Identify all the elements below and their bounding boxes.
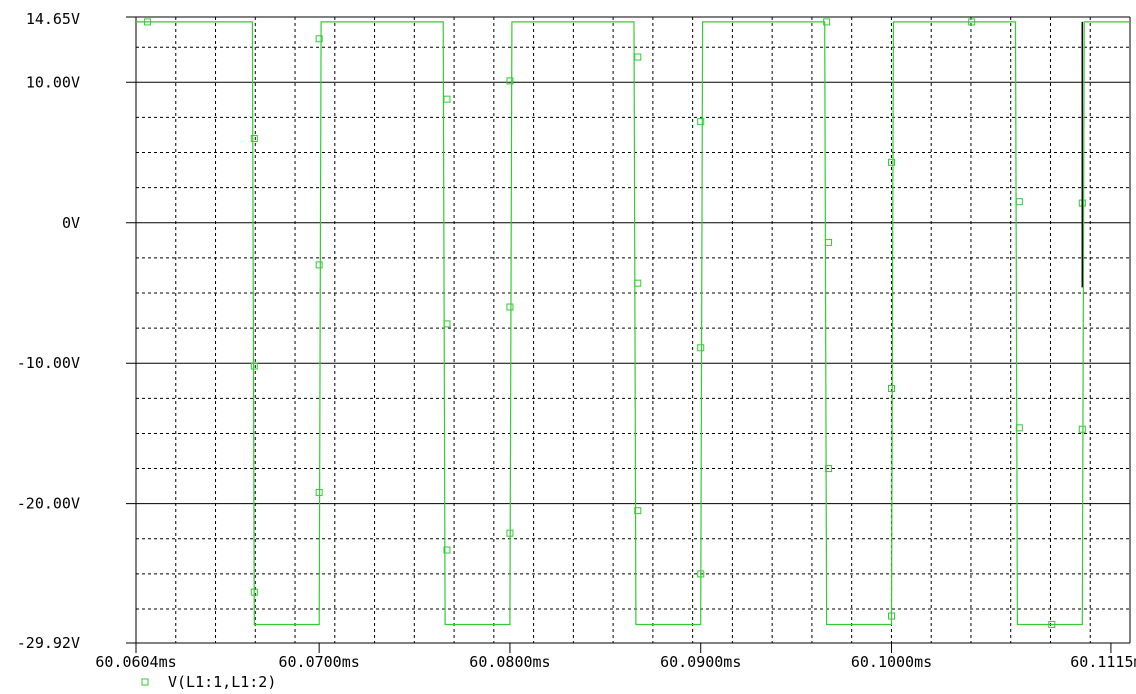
series-marker [443,546,451,554]
x-tick-label: 60.0900ms [660,653,741,671]
series-line [136,21,1130,626]
x-tick-labels: 60.0604ms 60.0700ms 60.0800ms 60.0900ms 60.1… [95,653,1136,671]
grid [136,17,1130,643]
x-tick-label: 60.0700ms [279,653,360,671]
y-tick-label: 0V [62,214,80,232]
series-marker [825,238,833,246]
series-marker [823,18,831,26]
y-tick-label: -10.00V [17,354,80,372]
series-marker [825,465,833,473]
series-marker [1048,620,1056,628]
series-marker [968,18,976,26]
legend: V(L1:1,L1:2) [141,673,276,691]
series-marker [634,279,642,287]
series-marker [315,488,323,496]
series-marker [888,384,896,392]
legend-label: V(L1:1,L1:2) [168,673,276,691]
x-tick-label: 60.0800ms [469,653,550,671]
series-marker [1015,424,1023,432]
series [136,21,1130,626]
series-marker [250,588,258,596]
series-marker [888,612,896,620]
series-marker [697,344,705,352]
series-markers [143,18,1086,628]
y-tick-label: 10.00V [26,73,80,91]
x-tick-label: 60.1115ms [1070,653,1136,671]
series-marker [315,261,323,269]
series-marker [1015,198,1023,206]
y-tick-labels: 14.65V 10.00V 0V -10.00V -20.00V -29.92V [17,10,80,652]
series-marker [506,77,514,85]
y-tick-label: -20.00V [17,495,80,513]
series-marker [315,35,323,43]
axes [126,16,1131,653]
y-tick-label: 14.65V [26,10,80,28]
series-marker [443,95,451,103]
series-marker [506,529,514,537]
y-tick-label: -29.92V [17,634,80,652]
series-marker [250,134,258,142]
series-marker [697,118,705,126]
series-marker [697,570,705,578]
series-marker [250,362,258,370]
series-marker [443,320,451,328]
x-tick-label: 60.1000ms [851,653,932,671]
legend-marker [141,678,149,686]
x-tick-label: 60.0604ms [95,653,176,671]
series-marker [143,18,151,26]
series-marker [506,303,514,311]
series-marker [634,507,642,515]
series-marker [888,158,896,166]
series-marker [1078,425,1086,433]
series-marker [634,53,642,61]
